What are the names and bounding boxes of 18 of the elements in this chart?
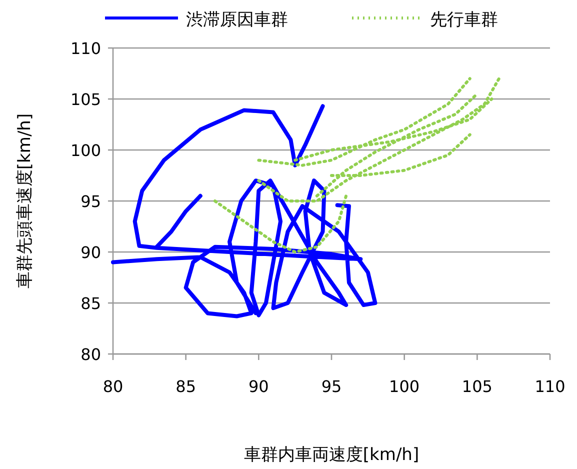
y-tick-label: 110 [70, 39, 101, 58]
x-tick-label: 110 [534, 377, 566, 396]
x-tick-label: 95 [321, 377, 342, 396]
x-tick-label: 105 [462, 377, 492, 396]
x-tick-label: 80 [102, 377, 124, 396]
y-tick-label: 105 [70, 90, 101, 109]
legend-label: 先行車群 [430, 10, 498, 30]
x-axis-title: 車群内車両速度[km/h] [244, 445, 420, 465]
x-tick-label: 90 [248, 377, 269, 396]
x-tick-label: 85 [176, 377, 196, 396]
y-axis-title: 車群先頭車速度[km/h] [15, 113, 35, 289]
y-tick-label: 80 [80, 345, 101, 364]
x-tick-label: 100 [389, 377, 420, 396]
y-tick-label: 100 [70, 141, 101, 160]
y-tick-label: 90 [80, 243, 101, 262]
y-tick-label: 85 [80, 294, 101, 313]
y-tick-label: 95 [80, 192, 101, 211]
legend-label: 渋滞原因車群 [186, 10, 288, 30]
